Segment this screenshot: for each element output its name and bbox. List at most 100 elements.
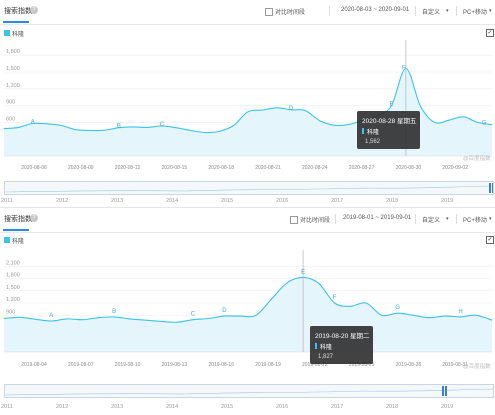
timeline-navigator[interactable] (4, 384, 494, 398)
x-tick-label: 2019-08-10 (115, 362, 141, 368)
y-tick-label: 1,500 (6, 285, 20, 291)
x-tick-label: 2020-08-15 (162, 165, 188, 171)
show-checkbox[interactable]: ✓ (486, 29, 494, 37)
data-point (318, 283, 320, 284)
data-point (82, 319, 84, 321)
annotation-label: D (289, 106, 294, 112)
x-tick-label: 2019-08-19 (255, 362, 281, 368)
custom-range-dropdown[interactable]: 自定义 (422, 10, 441, 16)
data-point (255, 314, 257, 316)
chevron-down-icon[interactable]: ▾ (446, 216, 449, 222)
data-point (147, 127, 148, 128)
data-point (276, 107, 278, 109)
y-tick-label: 600 (6, 116, 15, 122)
help-icon[interactable]: ? (30, 214, 38, 222)
legend-label[interactable]: 科隆 (12, 239, 25, 245)
x-tick-label: 2019-08-13 (162, 362, 188, 368)
chevron-down-icon[interactable]: ▾ (489, 216, 492, 222)
data-point (419, 105, 421, 106)
data-point (334, 302, 335, 304)
compare-period-checkbox[interactable] (290, 216, 298, 224)
x-tick-label: 2020-08-21 (255, 165, 281, 171)
trend-chart[interactable]: 3006009001,2001,5001,8002,100ABCDEFGH201… (0, 246, 495, 381)
year-label: 2012 (56, 404, 68, 410)
year-label: 2011 (1, 404, 13, 410)
divider (329, 6, 330, 16)
custom-range-dropdown[interactable]: 自定义 (422, 218, 441, 224)
data-point (19, 316, 21, 318)
tooltip-value: 1,562 (365, 139, 381, 145)
divider (415, 214, 416, 224)
data-point (50, 320, 52, 322)
legend-swatch (4, 30, 10, 36)
annotation-label: A (31, 120, 35, 126)
year-label: 2011 (1, 198, 13, 204)
timeline-year-labels: 2011 2012 2013 2014 2015 2016 2017 2018 2019 (1, 404, 453, 410)
data-point (444, 315, 446, 317)
data-point (104, 129, 105, 131)
data-point (434, 122, 435, 123)
compare-period-label[interactable]: 对比时间段 (300, 218, 331, 224)
year-label: 2018 (386, 198, 398, 204)
help-icon[interactable]: ? (30, 6, 38, 14)
data-point (286, 282, 288, 283)
timeline-navigator[interactable] (4, 181, 494, 195)
watermark: @百度指数 (463, 156, 491, 162)
chevron-down-icon[interactable]: ▾ (446, 8, 449, 14)
timeline-year-labels: 2011 2012 2013 2014 2015 2016 2017 2018 2019 (1, 198, 453, 204)
compare-period-checkbox[interactable] (265, 8, 273, 16)
year-label: 2013 (111, 404, 123, 410)
platform-dropdown[interactable]: PC+移动 (463, 10, 487, 16)
compare-period-label[interactable]: 对比时间段 (275, 10, 306, 16)
year-label: 2016 (276, 404, 288, 410)
data-point (98, 317, 99, 319)
year-label: 2017 (331, 198, 343, 204)
navigator-trend (5, 388, 493, 396)
data-point (32, 123, 34, 124)
panel-title: 搜索指数 (4, 216, 32, 223)
data-point (491, 124, 493, 126)
data-point (365, 302, 367, 304)
year-label: 2016 (276, 198, 288, 204)
show-checkbox[interactable]: ✓ (486, 236, 494, 244)
data-point (118, 127, 120, 129)
data-point (3, 318, 5, 319)
annotation-label: C (191, 312, 196, 318)
annotation-label: E (390, 102, 394, 108)
divider (335, 214, 336, 224)
data-point (491, 319, 493, 321)
y-tick-label: 1,800 (6, 273, 20, 279)
data-point (223, 315, 225, 317)
platform-dropdown[interactable]: PC+移动 (463, 218, 487, 224)
data-point (305, 110, 306, 112)
data-point (302, 276, 304, 278)
data-point (75, 129, 77, 131)
navigator-handle-right (445, 386, 447, 396)
date-range-picker[interactable]: 2020-08-03 ~ 2020-09-01 (341, 7, 410, 13)
trend-chart[interactable]: 3006009001,2001,5001,800ABCDEFG2020-08-0… (0, 38, 495, 188)
navigator-handle-left (489, 183, 491, 193)
search-index-panel-2020: 搜索指数 ? 对比时间段 2020-08-03 ~ 2020-09-01 自定义… (0, 0, 495, 207)
annotation-label: D (222, 308, 227, 314)
x-tick-label: 2020-08-27 (349, 165, 375, 171)
annotation-label: B (117, 124, 121, 130)
year-label: 2015 (221, 198, 233, 204)
data-point (290, 109, 292, 111)
x-tick-label: 2020-08-12 (115, 165, 141, 171)
date-range-picker[interactable]: 2019-08-01 ~ 2019-09-01 (343, 215, 412, 221)
data-point (113, 316, 115, 318)
divider (415, 6, 416, 16)
data-point (477, 122, 479, 123)
tooltip-series-marker (362, 128, 364, 134)
x-tick-label: 2020-09-02 (442, 165, 468, 171)
x-tick-label: 2019-08-28 (396, 362, 422, 368)
data-point (412, 314, 414, 316)
tooltip-keyword: 科隆 (320, 345, 333, 351)
data-point (247, 111, 249, 113)
panel-title: 搜索指数 (4, 8, 32, 15)
chevron-down-icon[interactable]: ▾ (489, 8, 492, 14)
data-point (204, 132, 206, 133)
data-point (208, 318, 210, 319)
legend-label[interactable]: 科隆 (12, 32, 25, 38)
data-point (391, 105, 392, 106)
